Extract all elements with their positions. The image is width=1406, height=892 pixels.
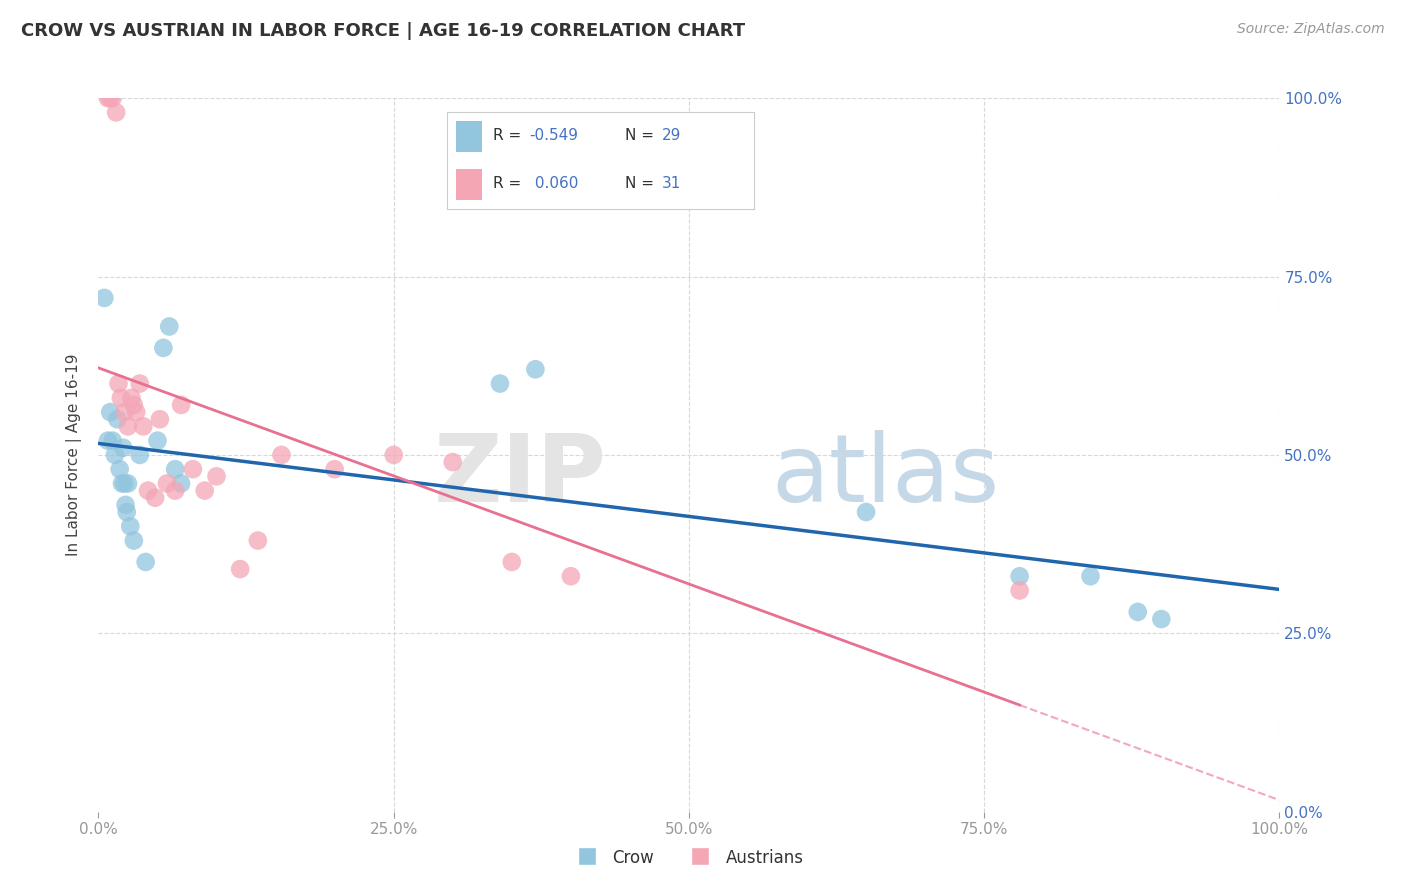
Point — [115, 505, 138, 519]
Point — [98, 91, 121, 105]
Point — [128, 448, 150, 462]
Point — [146, 434, 169, 448]
Point — [149, 412, 172, 426]
Point — [107, 376, 129, 391]
Point — [855, 505, 877, 519]
Point — [501, 555, 523, 569]
Text: CROW VS AUSTRIAN IN LABOR FORCE | AGE 16-19 CORRELATION CHART: CROW VS AUSTRIAN IN LABOR FORCE | AGE 16… — [21, 22, 745, 40]
Point — [117, 419, 139, 434]
Point — [441, 455, 464, 469]
Point — [1008, 583, 1031, 598]
Point — [120, 519, 142, 533]
Point — [489, 376, 512, 391]
Point — [1008, 569, 1031, 583]
Point — [125, 405, 148, 419]
Point — [101, 91, 124, 105]
Point — [135, 555, 157, 569]
Point — [108, 462, 131, 476]
Point — [128, 376, 150, 391]
Point — [110, 391, 132, 405]
Point — [98, 405, 121, 419]
Point — [105, 412, 128, 426]
Point — [122, 398, 145, 412]
Point — [165, 462, 187, 476]
Point — [270, 448, 292, 462]
Point — [111, 476, 134, 491]
Point — [152, 341, 174, 355]
Point — [323, 462, 346, 476]
Point — [112, 441, 135, 455]
Point — [205, 469, 228, 483]
Point — [93, 291, 115, 305]
Point — [170, 398, 193, 412]
Text: atlas: atlas — [772, 430, 1000, 523]
Point — [181, 462, 204, 476]
Point — [229, 562, 252, 576]
Point — [194, 483, 217, 498]
Point — [1126, 605, 1149, 619]
Point — [101, 434, 124, 448]
Point — [97, 91, 120, 105]
Point — [105, 105, 128, 120]
Point — [1080, 569, 1102, 583]
Point — [114, 498, 136, 512]
Point — [143, 491, 166, 505]
Point — [1150, 612, 1173, 626]
Y-axis label: In Labor Force | Age 16-19: In Labor Force | Age 16-19 — [66, 353, 83, 557]
Text: Source: ZipAtlas.com: Source: ZipAtlas.com — [1237, 22, 1385, 37]
Point — [122, 533, 145, 548]
Point — [117, 476, 139, 491]
Point — [156, 476, 179, 491]
Point — [112, 476, 135, 491]
Point — [132, 419, 155, 434]
Point — [246, 533, 269, 548]
Point — [165, 483, 187, 498]
Point — [560, 569, 582, 583]
Point — [136, 483, 159, 498]
Point — [104, 448, 127, 462]
Point — [382, 448, 405, 462]
Point — [157, 319, 180, 334]
Point — [170, 476, 193, 491]
Point — [121, 391, 143, 405]
Legend: Crow, Austrians: Crow, Austrians — [568, 841, 810, 875]
Text: ZIP: ZIP — [433, 430, 606, 523]
Point — [112, 405, 135, 419]
Point — [97, 434, 120, 448]
Point — [524, 362, 547, 376]
